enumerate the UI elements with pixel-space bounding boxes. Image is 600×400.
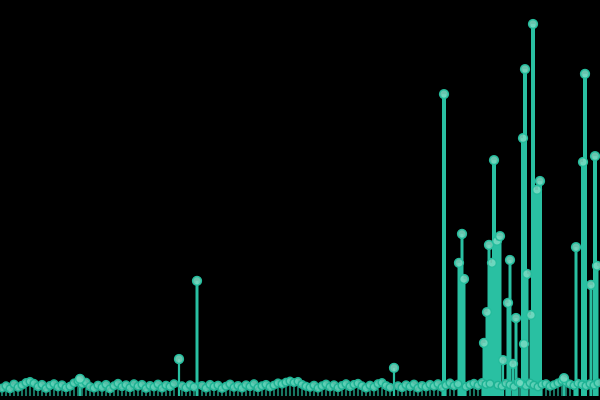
data-point-marker <box>438 88 450 100</box>
data-point-marker <box>483 239 495 251</box>
data-point-marker <box>504 254 516 266</box>
data-point-marker <box>517 132 529 144</box>
data-point-marker <box>589 150 600 162</box>
data-point-marker <box>570 241 582 253</box>
data-point-marker <box>521 268 533 280</box>
data-point-marker <box>577 156 589 168</box>
data-point-marker <box>593 378 600 388</box>
data-point-marker <box>591 260 600 272</box>
data-point-marker <box>531 184 543 196</box>
data-point-marker <box>527 18 539 30</box>
spike-markers <box>74 18 600 388</box>
data-point-marker <box>515 378 525 388</box>
data-point-marker <box>453 257 465 269</box>
data-point-marker <box>494 230 506 242</box>
data-point-marker <box>458 273 470 285</box>
baseline-noise-markers <box>0 376 600 394</box>
data-point-marker <box>478 337 490 349</box>
data-point-marker <box>510 312 522 324</box>
data-point-marker <box>488 155 500 166</box>
data-point-marker <box>585 279 597 291</box>
data-point-marker <box>486 257 498 269</box>
data-point-marker <box>74 373 86 385</box>
data-point-marker <box>558 373 570 384</box>
data-point-marker <box>579 68 591 80</box>
data-point-marker <box>456 228 468 240</box>
data-point-marker <box>519 63 531 75</box>
data-point-marker <box>189 382 199 392</box>
data-point-marker <box>518 338 530 350</box>
data-point-marker <box>169 379 179 389</box>
data-point-marker <box>502 297 514 309</box>
data-point-marker <box>191 275 203 287</box>
data-point-marker <box>525 309 537 321</box>
data-point-marker <box>173 353 185 365</box>
data-point-marker <box>385 382 395 392</box>
data-point-marker <box>534 175 546 187</box>
data-point-marker <box>481 306 493 318</box>
data-point-marker <box>453 379 463 389</box>
data-point-marker <box>485 379 495 389</box>
data-point-marker <box>388 362 400 374</box>
data-point-marker <box>497 355 509 366</box>
data-point-marker <box>507 358 519 369</box>
